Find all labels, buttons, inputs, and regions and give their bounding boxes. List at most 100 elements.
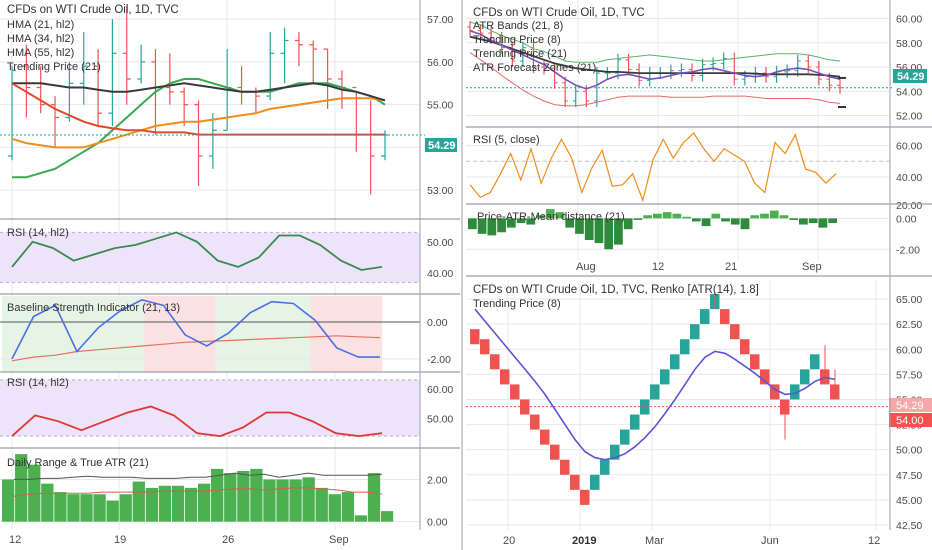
pamd-bar	[682, 216, 691, 219]
renko-pane[interactable]: CFDs on WTI Crude Oil, 1D, TVC, Renko [A…	[466, 280, 932, 532]
pamd-bar	[799, 218, 808, 225]
right-pamd-y-axis[interactable]: -2.00 0.00	[896, 213, 920, 256]
pamd-bar	[643, 215, 652, 219]
right-top-price-pane[interactable]: CFDs on WTI Crude Oil, 1D, TVC ATR Bands…	[466, 0, 927, 260]
renko-brick	[570, 474, 580, 490]
left-rsi-title: RSI (14, hl2)	[7, 227, 69, 239]
range-bar	[119, 494, 132, 522]
y-tick-label: 2.00	[427, 474, 448, 486]
y-tick-label: 56.00	[427, 57, 453, 69]
pamd-bar	[789, 218, 799, 220]
range-bar	[380, 511, 394, 522]
atr-lower-band	[469, 52, 841, 107]
pamd-bar	[555, 212, 565, 219]
right-x-label-21: 21	[725, 261, 737, 273]
series-line	[11, 82, 385, 136]
renko-tag-bottom: 54.00	[896, 415, 924, 427]
left-baseline-pane[interactable]: Baseline Strength Indicator (21, 13) -2.…	[0, 296, 451, 372]
renko-brick	[630, 414, 640, 430]
pamd-bar	[750, 215, 760, 219]
right-pamd-pane[interactable]: Price-ATR-Mean distance (21) -2.00 0.00	[466, 209, 920, 256]
range-bar	[250, 468, 263, 522]
y-tick-label: 65.00	[896, 294, 922, 306]
left-rsi-pane[interactable]: RSI (14, hl2) 40.00 50.00	[0, 227, 453, 284]
legend-hma-34: HMA (34, hl2)	[7, 33, 74, 45]
right-x-label-sep: Sep	[802, 261, 822, 273]
left-price-tag-box	[425, 138, 457, 152]
right-top-x-axis[interactable]: Aug 12 21 Sep	[576, 261, 822, 273]
pamd-bar	[633, 218, 643, 220]
legend-renko-trending-price-8: Trending Price (8)	[473, 298, 561, 310]
renko-x-label-2019: 2019	[572, 535, 596, 547]
series-line	[12, 78, 386, 179]
renko-brick	[800, 369, 810, 385]
y-tick-label: 40.00	[896, 172, 922, 184]
range-bar	[224, 473, 237, 522]
y-tick-label: 60.00	[896, 141, 922, 153]
left-x-axis[interactable]: 12 19 26 Sep	[9, 534, 349, 546]
right-pamd-plot	[468, 209, 837, 250]
y-tick-label: 0.00	[427, 317, 448, 329]
left-range-pane[interactable]: Daily Range & True ATR (21) 0.00 2.00	[0, 454, 448, 529]
left-price-pane[interactable]: CFDs on WTI Crude Oil, 1D, TVC HMA (21, …	[0, 0, 457, 530]
pamd-bar	[506, 218, 516, 228]
right-rsi-pane[interactable]: RSI (5, close) 20.00 40.00 60.00	[466, 132, 922, 212]
left-x-label-26: 26	[222, 534, 234, 546]
left-price-tag: 54.29	[428, 140, 456, 152]
renko-brick	[500, 369, 510, 385]
renko-tag-bottom-box	[889, 413, 932, 427]
right-rsi-plot	[469, 132, 837, 203]
right-top-price-tag: 54.29	[897, 71, 925, 83]
range-bar	[276, 479, 289, 522]
renko-brick	[620, 429, 630, 445]
renko-x-axis[interactable]: 20 2019 Mar Jun 12	[503, 535, 880, 547]
renko-tag-top-box	[889, 398, 932, 412]
y-tick-label: 20.00	[896, 200, 922, 212]
true-atr-line	[14, 472, 383, 480]
right-x-label-12: 12	[652, 261, 664, 273]
y-tick-label: -2.00	[427, 354, 451, 366]
range-bar	[67, 494, 80, 522]
pamd-bar	[701, 218, 711, 227]
pamd-bar	[614, 218, 623, 245]
trending-price-21-line	[469, 35, 841, 78]
renko-brick	[600, 459, 610, 475]
right-x-label-aug: Aug	[576, 261, 596, 273]
left-rsi2-y-axis[interactable]: 50.00 60.00	[427, 384, 453, 426]
y-tick-label: 60.00	[896, 344, 922, 356]
pamd-bar	[711, 213, 721, 219]
y-tick-label: -2.00	[896, 244, 920, 256]
left-range-y-axis[interactable]: 0.00 2.00	[427, 474, 448, 528]
y-tick-label: 62.50	[896, 319, 922, 331]
renko-plot	[466, 292, 889, 505]
left-x-label-19: 19	[114, 534, 126, 546]
left-rsi-y-axis[interactable]: 40.00 50.00	[427, 237, 453, 280]
renko-brick	[550, 444, 560, 460]
renko-brick	[780, 399, 790, 415]
renko-title: CFDs on WTI Crude Oil, 1D, TVC, Renko [A…	[473, 284, 759, 296]
pamd-bar	[672, 213, 682, 219]
pamd-bar	[653, 213, 662, 219]
renko-brick	[580, 489, 590, 505]
renko-brick	[480, 339, 490, 355]
left-baseline-title: Baseline Strength Indicator (21, 13)	[7, 302, 180, 314]
right-rsi-y-axis[interactable]: 20.00 40.00 60.00	[896, 141, 922, 212]
right-rsi-title: RSI (5, close)	[473, 134, 540, 146]
y-tick-label: 42.50	[896, 520, 922, 532]
renko-brick	[540, 429, 550, 445]
right-pamd-title: Price-ATR-Mean distance (21)	[477, 211, 625, 223]
left-baseline-y-axis[interactable]: -2.00 0.00	[427, 317, 451, 366]
left-baseline-plot	[11, 298, 381, 362]
series-line	[11, 97, 386, 149]
pamd-bar	[730, 218, 740, 225]
atr-mean-line	[13, 487, 383, 497]
renko-brick	[640, 399, 650, 415]
trending-price-8-line	[469, 29, 841, 90]
series-line	[12, 82, 386, 102]
legend-trending-price-21: Trending Price (21)	[7, 61, 101, 73]
left-rsi2-plot	[11, 405, 383, 438]
left-rsi2-pane[interactable]: RSI (14, hl2) 50.00 60.00	[0, 377, 453, 438]
right-top-plot	[466, 20, 893, 109]
